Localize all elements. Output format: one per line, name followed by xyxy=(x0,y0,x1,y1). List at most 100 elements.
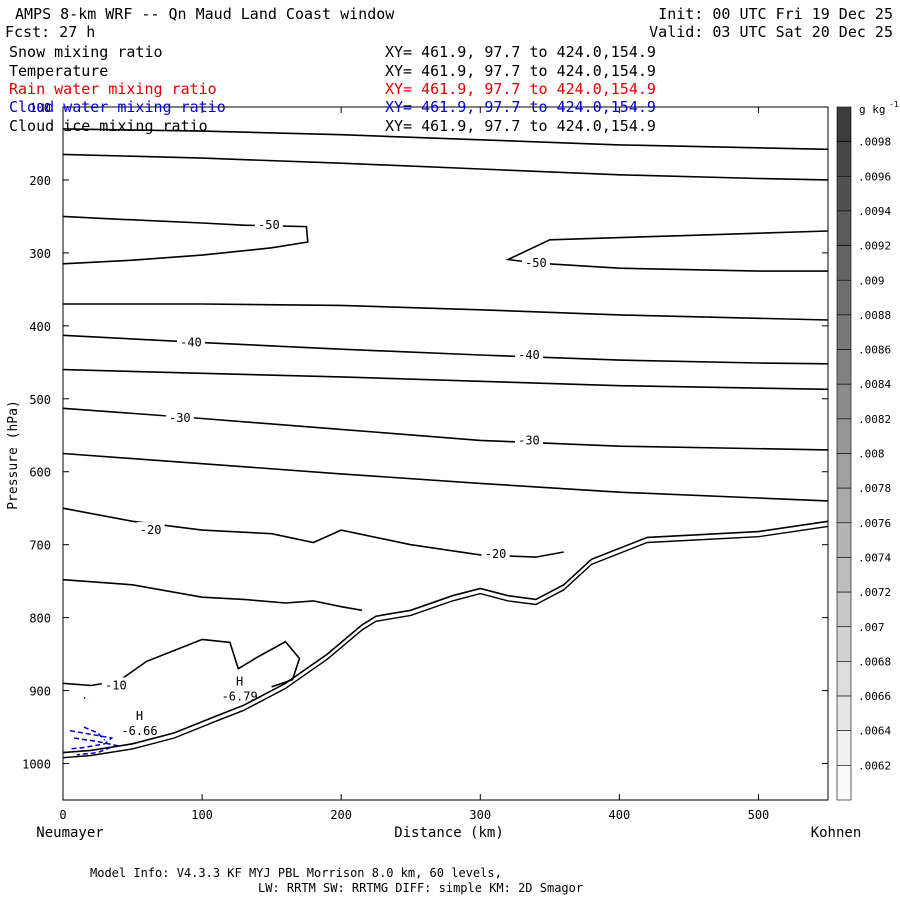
y-tick-label: 300 xyxy=(29,247,51,261)
model-info-line2: LW: RRTM SW: RRTMG DIFF: simple KM: 2D S… xyxy=(258,881,583,895)
contour-labels: -50 -50 -40 -40 -30 -30 -20 -20 -10 xyxy=(101,217,550,692)
colorbar-swatch xyxy=(836,418,852,454)
legend-field-xy: XY= 461.9, 97.7 to 424.0,154.9 xyxy=(385,62,656,80)
contour-label-bg xyxy=(254,217,283,232)
legend-field-xy: XY= 461.9, 97.7 to 424.0,154.9 xyxy=(385,98,656,116)
contour-label: -50 xyxy=(525,256,547,270)
valid-time: Valid: 03 UTC Sat 20 Dec 25 xyxy=(649,23,893,41)
y-tick-label: 400 xyxy=(29,320,51,334)
y-tick-label: 700 xyxy=(29,539,51,553)
colorbar-swatch xyxy=(836,349,852,385)
terrain-line-lower xyxy=(62,525,829,759)
contour-label: -40 xyxy=(180,336,202,350)
isotherm-line xyxy=(62,452,829,502)
colorbar-swatch xyxy=(836,626,852,662)
x-tick-label: 400 xyxy=(609,808,631,822)
contour-label: -30 xyxy=(518,433,540,447)
legend-field-label: Temperature xyxy=(9,62,108,80)
contour-label-bg xyxy=(176,334,205,349)
contour-label-bg xyxy=(101,677,130,692)
cloud-water-line xyxy=(73,737,119,756)
y-tick-label: 100 xyxy=(29,101,51,115)
colorbar-label: .0078 xyxy=(858,482,891,495)
x-axis: 0 100 200 300 400 500 xyxy=(59,107,769,822)
isotherm-line xyxy=(62,153,829,181)
colorbar-swatch xyxy=(836,210,852,246)
contour-label-bg xyxy=(521,255,550,270)
colorbar-label: .0062 xyxy=(858,759,891,772)
colorbar-swatch xyxy=(836,765,852,801)
colorbar: g kg -1 .0098 .0096 .0094 .0092 .009 .0088 .00… xyxy=(836,100,899,801)
colorbar-label: .0098 xyxy=(858,136,891,149)
contour-label: -10 xyxy=(105,678,127,692)
colorbar-label: .0084 xyxy=(858,378,891,391)
cloud-water-contours xyxy=(69,697,119,756)
y-tick-label: 1000 xyxy=(22,758,51,772)
colorbar-swatch xyxy=(836,522,852,558)
contour-label-bg xyxy=(165,409,194,424)
legend-field-xy: XY= 461.9, 97.7 to 424.0,154.9 xyxy=(385,117,656,135)
colorbar-swatch xyxy=(836,314,852,350)
y-axis-label: Pressure (hPa) xyxy=(6,400,21,510)
legend-field-xy: XY= 461.9, 97.7 to 424.0,154.9 xyxy=(385,43,656,61)
init-time: Init: 00 UTC Fri 19 Dec 25 xyxy=(658,5,893,23)
isotherm-line xyxy=(62,578,363,612)
colorbar-label: .008 xyxy=(858,448,885,461)
colorbar-label: .0064 xyxy=(858,725,891,738)
colorbar-label: .0092 xyxy=(858,240,891,253)
chart-title: AMPS 8-km WRF -- Qn Maud Land Coast wind… xyxy=(15,5,395,23)
y-tick-label: 800 xyxy=(29,612,51,626)
x-axis-right-station: Kohnen xyxy=(811,825,862,841)
colorbar-label: .0096 xyxy=(858,170,891,183)
colorbar-label: .009 xyxy=(858,274,885,287)
contour-label: -20 xyxy=(485,547,507,561)
x-tick-label: 300 xyxy=(469,808,491,822)
contour-label: -50 xyxy=(258,218,280,232)
colorbar-swatch xyxy=(836,453,852,489)
colorbar-label: .0086 xyxy=(858,344,891,357)
legend-field-label: Cloud water mixing ratio xyxy=(9,98,226,116)
colorbar-swatch xyxy=(836,106,852,142)
extremum-mark: H xyxy=(136,709,143,723)
colorbar-label: .0068 xyxy=(858,655,891,668)
x-tick-label: 500 xyxy=(748,808,770,822)
extremum-mark: H xyxy=(236,674,243,688)
colorbar-label: .0066 xyxy=(858,690,891,703)
isotherm-line xyxy=(62,638,301,688)
extremum-value: -6.66 xyxy=(121,724,157,738)
legend-field-label: Cloud ice mixing ratio xyxy=(9,117,208,135)
x-tick-label: 100 xyxy=(191,808,213,822)
x-axis-left-station: Neumayer xyxy=(36,825,103,841)
colorbar-swatch xyxy=(836,141,852,177)
field-legend: Snow mixing ratio XY= 461.9, 97.7 to 424… xyxy=(9,43,656,98)
isotherm-line xyxy=(505,230,829,272)
colorbar-swatch xyxy=(836,279,852,316)
contour-label: -30 xyxy=(169,411,191,425)
y-tick-label: 500 xyxy=(29,393,51,407)
colorbar-label: .0076 xyxy=(858,517,891,530)
colorbar-unit: g kg xyxy=(859,103,886,116)
plot-frame xyxy=(62,106,829,801)
isotherm-line xyxy=(62,368,829,391)
colorbar-swatch xyxy=(836,176,852,212)
colorbar-swatch xyxy=(836,730,852,766)
x-tick-label: 0 xyxy=(59,808,66,822)
cloud-water-line xyxy=(69,729,114,750)
colorbar-label: .007 xyxy=(858,621,885,634)
colorbar-label: .0082 xyxy=(858,413,891,426)
terrain-line xyxy=(62,520,829,754)
contour-label-bg xyxy=(481,546,510,561)
colorbar-label: .0094 xyxy=(858,205,891,218)
isotherm-line xyxy=(62,215,309,265)
colorbar-label: .0074 xyxy=(858,551,891,564)
isotherm-line xyxy=(63,303,829,321)
extremum-value: -6.79 xyxy=(222,689,258,703)
colorbar-swatch xyxy=(836,245,852,281)
terrain-outline xyxy=(62,520,829,759)
x-tick-label: 200 xyxy=(330,808,352,822)
colorbar-swatch xyxy=(836,661,852,697)
colorbar-swatch xyxy=(836,557,852,593)
contour-label-bg xyxy=(136,522,165,537)
extrema-markers: H-6.66H-6.79 xyxy=(121,674,257,737)
